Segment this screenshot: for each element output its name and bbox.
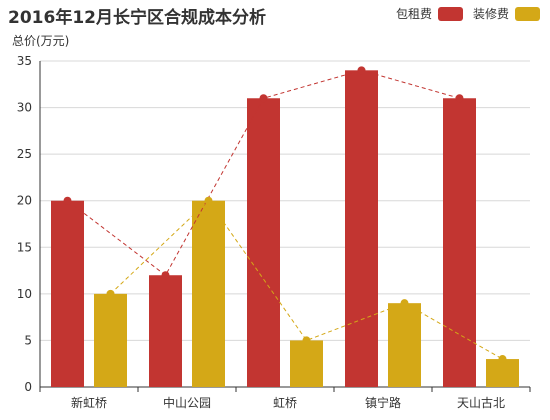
point-rent [455, 94, 464, 103]
bar-renovation [388, 303, 421, 387]
point-renovation [204, 196, 213, 205]
legend-item-renovation[interactable]: 装修费 [473, 5, 540, 22]
y-axis-label: 总价(万元) [12, 34, 69, 48]
x-tick-label: 中山公园 [163, 395, 211, 410]
x-tick-label: 虹桥 [273, 396, 297, 410]
y-tick-label: 0 [24, 380, 32, 394]
x-tick-label: 天山古北 [457, 395, 505, 410]
legend-item-rent[interactable]: 包租费 [396, 5, 463, 22]
y-tick-label: 15 [17, 240, 32, 254]
point-renovation [400, 299, 409, 308]
x-tick-label: 镇宁路 [365, 395, 401, 410]
y-tick-label: 35 [17, 54, 32, 68]
bar-rent [149, 275, 182, 387]
bar-rent [247, 98, 280, 387]
chart-title: 2016年12月长宁区合规成本分析 [8, 8, 266, 28]
y-tick-label: 20 [17, 194, 32, 208]
point-rent [357, 66, 366, 75]
legend-swatch-rent [437, 6, 463, 21]
bar-renovation [192, 200, 225, 387]
point-renovation [302, 336, 311, 345]
x-tick-label: 新虹桥 [71, 395, 107, 410]
legend: 包租费 装修费 [396, 5, 540, 22]
bar-rent [345, 70, 378, 388]
y-tick-label: 25 [17, 147, 32, 161]
legend-swatch-renovation [515, 6, 540, 21]
y-tick-label: 10 [17, 287, 32, 301]
point-renovation [498, 355, 507, 364]
y-tick-label: 5 [24, 333, 32, 347]
point-renovation [106, 289, 115, 298]
bar-renovation [486, 359, 519, 387]
bar-rent [51, 200, 84, 387]
bar-rent [443, 98, 476, 387]
point-rent [161, 271, 170, 280]
line-renovation [110, 199, 503, 360]
bar-renovation [94, 293, 127, 387]
legend-label-rent: 包租费 [395, 7, 432, 21]
bar-renovation [290, 340, 323, 387]
y-tick-label: 30 [17, 101, 32, 115]
legend-label-renovation: 装修费 [472, 7, 509, 21]
point-rent [259, 94, 268, 103]
point-rent [63, 196, 72, 205]
